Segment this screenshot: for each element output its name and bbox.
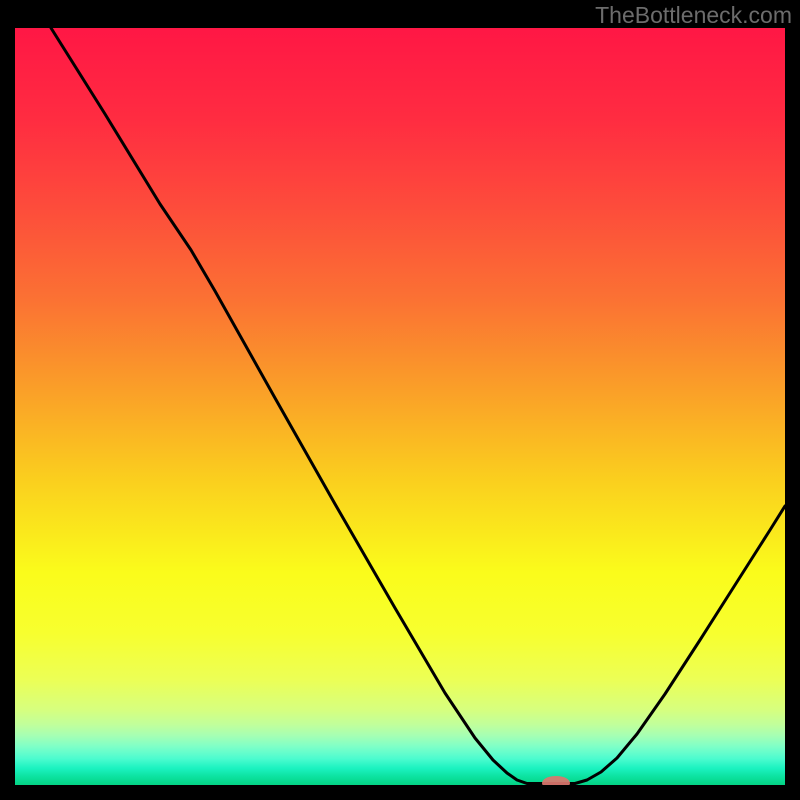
bottleneck-chart (15, 28, 785, 785)
gradient-background (15, 28, 785, 785)
watermark-text: TheBottleneck.com (595, 2, 792, 29)
